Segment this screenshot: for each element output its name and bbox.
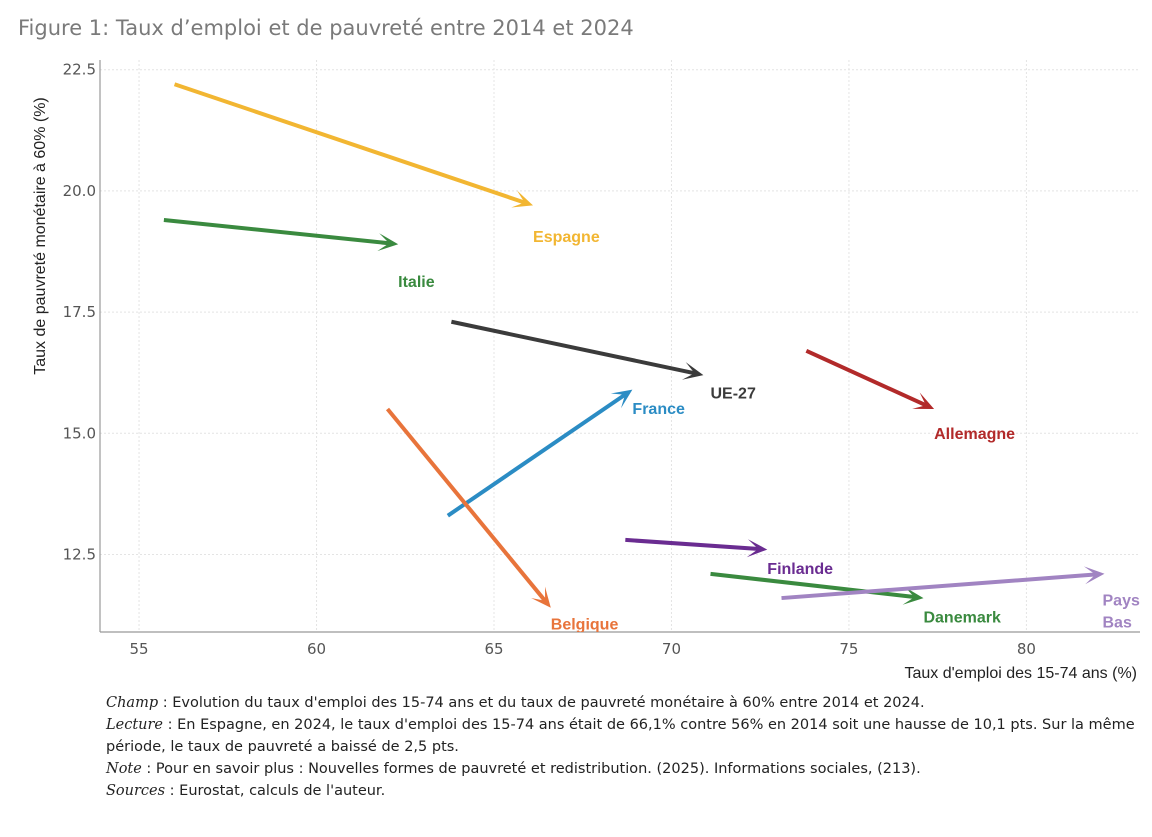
y-tick-label: 20.0 bbox=[63, 182, 96, 200]
x-tick-label: 80 bbox=[1017, 640, 1036, 658]
arrow-head-belgique bbox=[531, 586, 551, 608]
label-france: France bbox=[632, 401, 685, 418]
label-finlande: Finlande bbox=[767, 561, 833, 578]
y-tick-label: 17.5 bbox=[63, 303, 96, 321]
note-label: Champ bbox=[106, 695, 159, 711]
arrow-espagne bbox=[173, 82, 533, 208]
arrow-head-pays-bas bbox=[1083, 566, 1105, 585]
label-ue-27: UE-27 bbox=[711, 386, 756, 403]
note-label: Note bbox=[106, 761, 142, 777]
arrow-shaft-finlande bbox=[625, 537, 760, 552]
x-tick-label: 70 bbox=[662, 640, 681, 658]
note-line: Note : Pour en savoir plus : Nouvelles f… bbox=[106, 758, 1136, 780]
x-axis-title: Taux d'emploi des 15-74 ans (%) bbox=[904, 665, 1137, 682]
arrow-pays-bas bbox=[781, 566, 1105, 601]
arrow-head-finlande bbox=[746, 539, 768, 558]
x-tick-label: 55 bbox=[129, 640, 148, 658]
arrow-shaft-ue-27 bbox=[450, 319, 697, 376]
arrow-head-danemark bbox=[902, 586, 924, 605]
x-tick-label: 65 bbox=[484, 640, 503, 658]
y-tick-label: 22.5 bbox=[63, 61, 96, 79]
note-label: Sources bbox=[106, 783, 166, 799]
arrow-ue-27 bbox=[450, 319, 704, 380]
note-text: : Eurostat, calculs de l'auteur. bbox=[165, 783, 386, 799]
arrow-france bbox=[446, 389, 633, 518]
label-espagne: Espagne bbox=[533, 229, 600, 246]
y-axis-title: Taux de pauvreté monétaire à 60% (%) bbox=[32, 97, 49, 374]
arrow-shaft-danemark bbox=[710, 571, 916, 600]
x-tick-label: 60 bbox=[307, 640, 326, 658]
note-text: : Evolution du taux d'emploi des 15-74 a… bbox=[158, 695, 925, 711]
note-line: Lecture : En Espagne, en 2024, le taux d… bbox=[106, 714, 1136, 758]
axes: 55 60 65 70 75 80 12.5 15.0 17.5 20.0 22.5 bbox=[63, 60, 1140, 658]
arrow-danemark bbox=[710, 571, 924, 605]
arrow-allemagne bbox=[805, 349, 935, 409]
note-text: : En Espagne, en 2024, le taux d'emploi … bbox=[106, 717, 1135, 755]
arrows bbox=[163, 82, 1105, 608]
arrow-shaft-allemagne bbox=[805, 349, 928, 408]
arrow-head-allemagne bbox=[912, 392, 935, 409]
arrow-shaft-pays-bas bbox=[781, 572, 1097, 601]
label-danemark: Danemark bbox=[923, 609, 1000, 626]
arrow-head-france bbox=[610, 389, 633, 409]
note-line: Sources : Eurostat, calculs de l'auteur. bbox=[106, 780, 1136, 802]
arrow-finlande bbox=[625, 537, 768, 558]
notes: Champ : Evolution du taux d'emploi des 1… bbox=[106, 692, 1136, 802]
arrow-italie bbox=[163, 217, 399, 252]
label-pays-bas: Pays-Bas bbox=[1103, 592, 1146, 631]
arrow-shaft-belgique bbox=[385, 407, 548, 603]
grid bbox=[100, 60, 1140, 632]
arrow-head-italie bbox=[377, 233, 399, 252]
label-allemagne: Allemagne bbox=[934, 426, 1015, 443]
note-label: Lecture bbox=[106, 717, 164, 733]
x-tick-label: 75 bbox=[839, 640, 858, 658]
figure-title: Figure 1: Taux d’emploi et de pauvreté e… bbox=[18, 16, 634, 40]
y-tick-label: 15.0 bbox=[63, 424, 96, 442]
arrow-belgique bbox=[385, 407, 551, 608]
arrow-shaft-espagne bbox=[173, 82, 527, 205]
y-tick-label: 12.5 bbox=[63, 545, 96, 563]
arrow-shaft-italie bbox=[163, 217, 391, 246]
label-italie: Italie bbox=[398, 274, 435, 291]
arrow-shaft-france bbox=[446, 392, 627, 518]
arrow-head-ue-27 bbox=[682, 362, 704, 380]
note-line: Champ : Evolution du taux d'emploi des 1… bbox=[106, 692, 1136, 714]
arrow-chart: 55 60 65 70 75 80 12.5 15.0 17.5 20.0 22.5 Espagne… bbox=[32, 60, 1146, 682]
arrow-head-espagne bbox=[511, 190, 533, 208]
labels: Espagne Italie UE-27 Allemagne France Belgiqu… bbox=[398, 229, 1146, 634]
label-belgique: Belgique bbox=[551, 617, 619, 634]
note-text: : Pour en savoir plus : Nouvelles formes… bbox=[141, 761, 921, 777]
